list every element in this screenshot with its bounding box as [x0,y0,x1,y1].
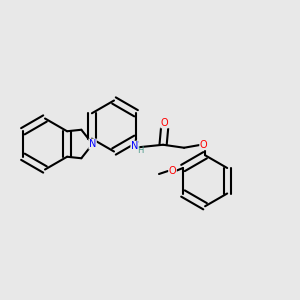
Text: O: O [169,166,176,176]
Text: N: N [89,139,96,149]
Text: N: N [131,141,138,151]
Text: O: O [200,140,207,150]
Text: H: H [137,146,144,155]
Text: O: O [161,118,168,128]
